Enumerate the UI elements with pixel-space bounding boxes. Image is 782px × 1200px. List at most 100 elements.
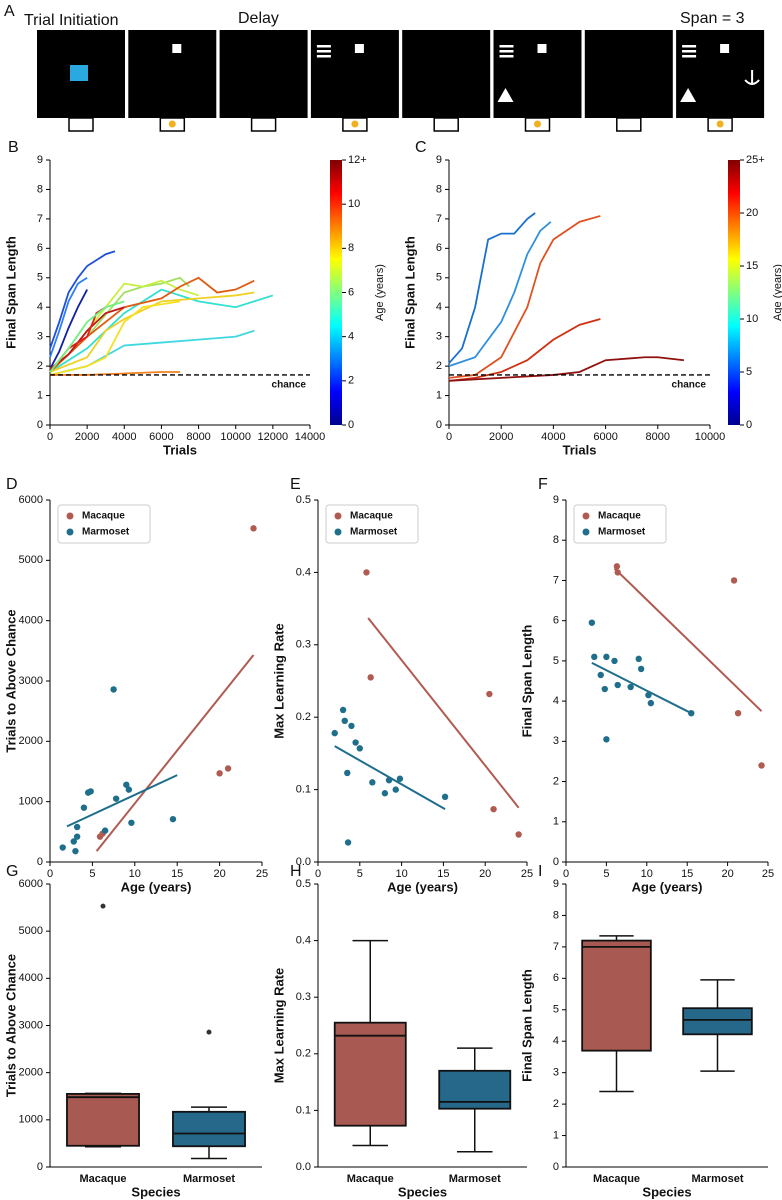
x-tick-label: 15 (171, 868, 183, 880)
data-point (216, 770, 223, 777)
y-tick-label: 4000 (19, 615, 43, 627)
y-tick-label: 7 (37, 213, 43, 225)
y-tick-label: 9 (436, 154, 442, 166)
trial-frame (676, 30, 765, 118)
data-point (344, 769, 351, 777)
y-tick-label: 2 (553, 775, 559, 787)
reward (716, 120, 724, 128)
y-axis-label: Max Learning Rate (271, 968, 286, 1084)
y-tick-label: 0.3 (296, 639, 311, 651)
data-point (101, 827, 109, 834)
reward (534, 120, 541, 128)
x-tick-label: 5 (357, 868, 363, 880)
stimulus (680, 88, 697, 102)
x-axis-label: Age (years) (121, 879, 192, 894)
colorbar-tick-label: 2 (348, 375, 354, 387)
y-tick-label: 3 (37, 331, 43, 343)
colorbar-tick-label: 10 (348, 198, 360, 210)
y-tick-label: 0 (37, 419, 43, 431)
stimulus (682, 45, 697, 48)
data-point (730, 577, 738, 584)
data-point (356, 745, 363, 752)
stimulus (682, 50, 697, 53)
x-tick-label: 20 (213, 868, 225, 880)
legend (325, 504, 419, 544)
data-point (647, 699, 655, 707)
fit-line (66, 774, 178, 828)
y-tick-label: 3 (553, 735, 559, 747)
x-tick-label: 25 (521, 868, 533, 880)
x-tick-label: 10000 (695, 431, 726, 443)
y-tick-label: 6 (436, 242, 442, 254)
y-tick-label: 7 (553, 574, 559, 586)
x-tick-label: Marmoset (183, 1173, 235, 1185)
y-tick-label: 7 (553, 941, 559, 953)
data-point (490, 805, 497, 813)
fit-line (334, 745, 446, 811)
legend-marker (334, 512, 342, 520)
x-tick-label: 0 (315, 868, 321, 880)
legend-label: Marmoset (82, 527, 130, 538)
data-point (110, 686, 117, 693)
data-point (614, 681, 621, 689)
x-axis-label: Trials (163, 442, 197, 457)
data-point (331, 729, 338, 737)
y-tick-label: 0.4 (296, 935, 311, 947)
y-tick-label: 4000 (19, 972, 43, 984)
data-point (486, 690, 493, 698)
x-tick-label: 0 (47, 431, 53, 443)
data-point (645, 691, 652, 699)
data-point (392, 786, 399, 793)
y-tick-label: 2000 (19, 1067, 43, 1079)
y-tick-label: 0 (37, 856, 43, 868)
trial-frame (219, 30, 308, 118)
x-axis-label: Age (years) (387, 879, 458, 894)
y-tick-label: 1000 (19, 1114, 43, 1126)
colorbar-tick-label: 5 (746, 366, 752, 378)
response-box (68, 117, 94, 132)
chance-label: chance (672, 380, 707, 391)
data-point (87, 788, 94, 795)
box (682, 1007, 753, 1036)
y-tick-label: 6000 (19, 878, 43, 890)
colorbar-tick-label: 8 (348, 242, 354, 254)
panel-label: I (538, 863, 542, 880)
span-curve (448, 215, 601, 379)
y-tick-label: 2 (553, 1098, 559, 1110)
span-curve (49, 288, 274, 373)
legend-label: Marmoset (350, 527, 398, 538)
x-axis-label: Species (398, 1184, 447, 1199)
x-axis-label: Species (131, 1184, 180, 1199)
colorbar-tick-label: 6 (348, 286, 354, 298)
y-tick-label: 5000 (19, 925, 43, 937)
start-cue (70, 65, 88, 81)
x-tick-label: 0 (446, 431, 452, 443)
data-point (734, 709, 742, 717)
reward (168, 120, 176, 128)
x-tick-label: 25 (256, 868, 268, 880)
y-axis-label: Trials to Above Chance (3, 609, 18, 752)
data-point (224, 765, 232, 772)
x-tick-label: Macaque (347, 1173, 394, 1185)
x-tick-label: 8000 (186, 431, 210, 443)
span-curve (49, 276, 255, 373)
data-point (73, 823, 81, 831)
data-point (369, 779, 376, 786)
data-point (611, 657, 618, 665)
data-point (597, 671, 604, 679)
y-tick-label: 0 (436, 419, 442, 431)
y-tick-label: 2 (37, 360, 43, 372)
x-tick-label: 8000 (646, 431, 670, 443)
panel-label: B (8, 139, 19, 156)
x-tick-label: 12000 (258, 431, 289, 443)
panel-label: A (4, 3, 15, 20)
y-tick-label: 0.2 (296, 1048, 311, 1060)
box (333, 1021, 407, 1127)
data-point (344, 839, 352, 846)
phase-label: Delay (238, 10, 279, 27)
stimulus (682, 55, 697, 58)
box (438, 1069, 512, 1110)
y-tick-label: 2 (436, 360, 442, 372)
colorbar-label: Age (years) (772, 264, 782, 321)
